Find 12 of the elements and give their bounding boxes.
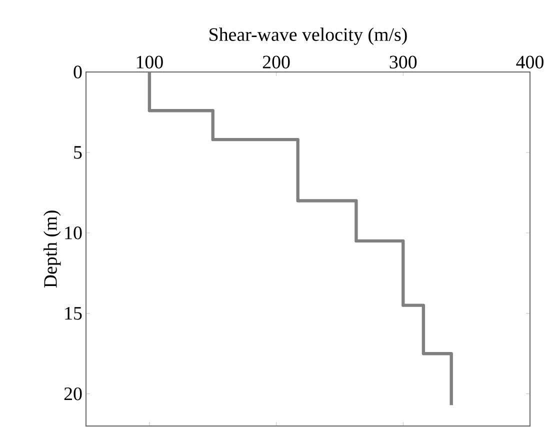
x-tick-label: 200 bbox=[262, 56, 290, 68]
line-series bbox=[148, 72, 453, 407]
y-tick-label: 20 bbox=[64, 387, 82, 400]
x-axis-title: Shear-wave velocity (m/s) bbox=[210, 28, 407, 45]
x-tick-label: 300 bbox=[390, 56, 417, 68]
y-axis-title: Depth (m) bbox=[44, 210, 61, 288]
y-tick-label: 5 bbox=[74, 146, 82, 159]
y-tick-label: 10 bbox=[65, 226, 82, 240]
x-tick-label: 100 bbox=[136, 56, 163, 68]
x-tick-label: 400 bbox=[516, 56, 544, 68]
y-tick-label: 0 bbox=[74, 66, 82, 78]
y-tick-label: 15 bbox=[65, 307, 82, 320]
